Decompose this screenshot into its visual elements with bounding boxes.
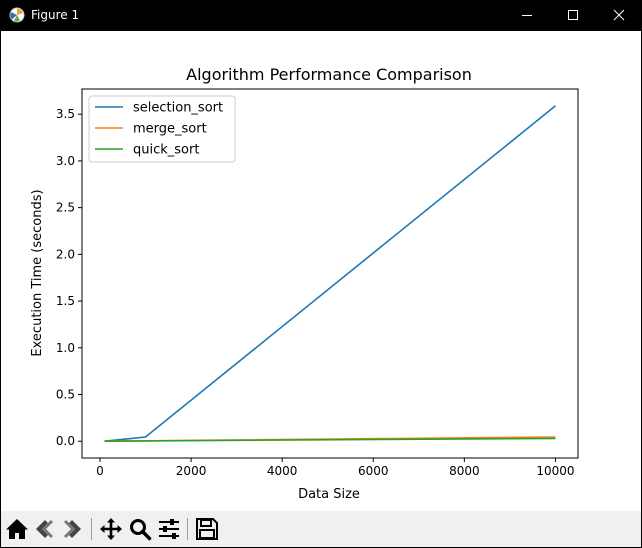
x-tick-label: 2000 xyxy=(176,464,207,478)
x-tick-label: 0 xyxy=(96,464,104,478)
x-tick-label: 8000 xyxy=(449,464,480,478)
legend-label: merge_sort xyxy=(133,122,207,137)
window-title: Figure 1 xyxy=(31,8,80,22)
x-tick-label: 6000 xyxy=(358,464,389,478)
figure-app-icon xyxy=(9,7,25,23)
legend-label: quick_sort xyxy=(133,143,199,158)
home-icon xyxy=(6,519,28,539)
legend-label: selection_sort xyxy=(133,101,223,116)
forward-icon xyxy=(64,520,81,538)
y-tick-label: 0.0 xyxy=(56,434,75,448)
pan-icon xyxy=(100,518,122,540)
minimize-button[interactable] xyxy=(504,0,550,31)
maximize-icon xyxy=(568,10,578,20)
configure-subplots-button[interactable] xyxy=(157,517,181,541)
home-button[interactable] xyxy=(5,517,29,541)
y-tick-label: 1.5 xyxy=(56,294,75,308)
series-lines xyxy=(104,105,557,442)
y-tick-label: 2.0 xyxy=(56,247,75,261)
x-tick-label: 10000 xyxy=(536,464,574,478)
line-chart: Algorithm Performance Comparison 0 2000 40… xyxy=(30,65,579,502)
back-button[interactable] xyxy=(33,517,57,541)
axes-frame xyxy=(81,88,579,459)
x-axis-label: Data Size xyxy=(298,487,360,502)
y-tick-label: 3.5 xyxy=(56,107,75,121)
figure-canvas[interactable]: Algorithm Performance Comparison 0 2000 40… xyxy=(1,31,641,511)
window-titlebar: Figure 1 xyxy=(0,0,642,31)
close-icon xyxy=(613,9,625,21)
maximize-button[interactable] xyxy=(550,0,596,31)
series-line-quick-sort xyxy=(104,437,556,442)
navigation-toolbar xyxy=(1,511,641,547)
save-icon xyxy=(196,518,218,540)
chart-title: Algorithm Performance Comparison xyxy=(186,65,472,84)
close-button[interactable] xyxy=(596,0,642,31)
legend: selection_sort merge_sort quick_sort xyxy=(88,95,236,163)
forward-button[interactable] xyxy=(60,517,84,541)
zoom-button[interactable] xyxy=(128,517,152,541)
toolbar-separator xyxy=(91,518,92,540)
y-tick-label: 0.5 xyxy=(56,388,75,402)
toolbar-separator xyxy=(187,518,188,540)
y-axis-label: Execution Time (seconds) xyxy=(30,189,45,356)
x-tick-label: 4000 xyxy=(267,464,298,478)
minimize-icon xyxy=(522,15,532,16)
y-tick-label: 1.0 xyxy=(56,341,75,355)
axis-ticks: 0 2000 4000 6000 8000 10000 0.0 0.5 1.0 1.5 2.0 2.5… xyxy=(56,107,575,478)
pan-button[interactable] xyxy=(99,517,123,541)
series-line-selection-sort xyxy=(104,105,557,442)
y-tick-label: 3.0 xyxy=(56,154,75,168)
back-icon xyxy=(36,520,53,538)
configure-subplots-icon xyxy=(159,519,179,539)
zoom-icon xyxy=(130,519,152,541)
save-button[interactable] xyxy=(195,517,219,541)
y-tick-label: 2.5 xyxy=(56,201,75,215)
window-border-left xyxy=(0,31,1,548)
legend-box xyxy=(88,95,236,163)
